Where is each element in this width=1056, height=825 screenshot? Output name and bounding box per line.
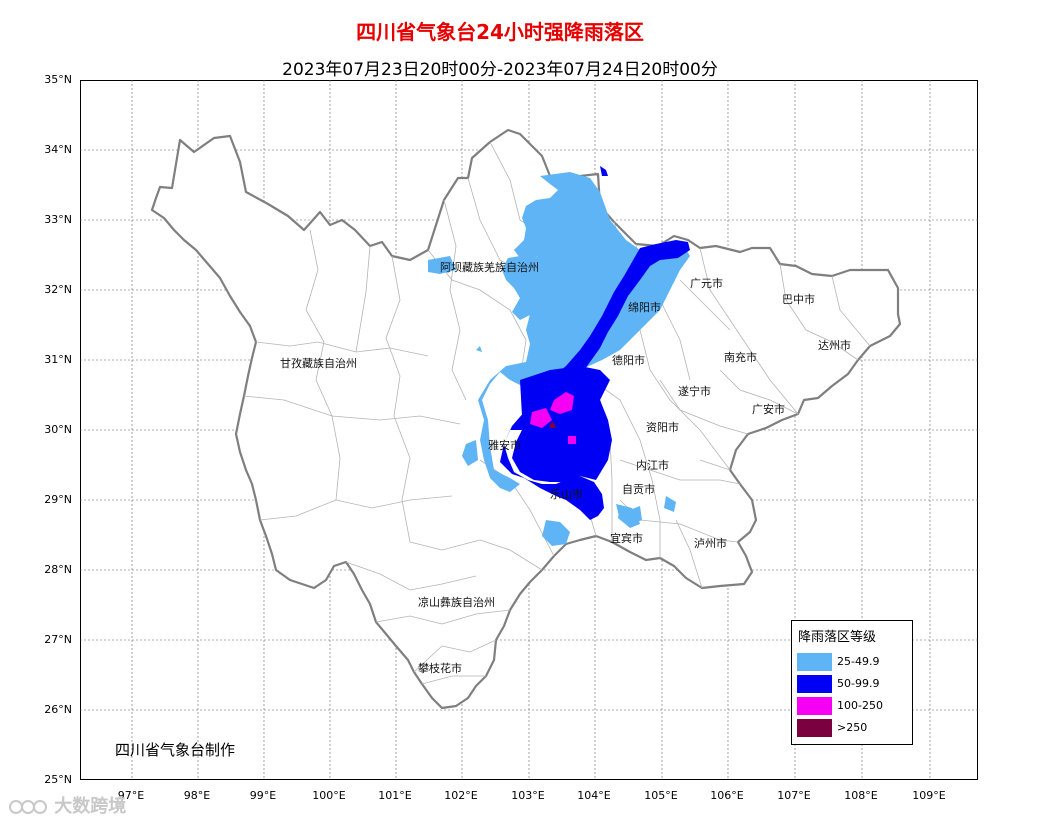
rain-area-over-250	[550, 422, 556, 428]
watermark: 大数跨境	[8, 792, 126, 818]
lat-label-26n: 26°N	[44, 703, 72, 716]
watermark-logo-icon	[9, 800, 47, 814]
lat-label-34n: 34°N	[44, 143, 72, 156]
lat-label-28n: 28°N	[44, 563, 72, 576]
label-suining: 遂宁市	[678, 384, 711, 398]
lat-label-25n: 25°N	[44, 773, 72, 786]
legend-item-50: 50-99.9	[797, 675, 909, 693]
label-luzhou: 泸州市	[694, 536, 727, 550]
lon-label-100e: 100°E	[312, 789, 346, 802]
legend-item-25: 25-49.9	[797, 653, 909, 671]
legend-title: 降雨落区等级	[798, 630, 877, 645]
rain-area-25-49-9	[428, 172, 690, 546]
producer-credit: 四川省气象台制作	[115, 741, 236, 759]
lon-label-99e: 99°E	[249, 789, 277, 802]
rainfall-legend: 降雨落区等级 25-49.9 50-99.9 100-250 >250	[791, 620, 913, 745]
legend-label: 25-49.9	[837, 655, 880, 668]
label-liangshan: 凉山彝族自治州	[418, 595, 495, 609]
label-ganzi: 甘孜藏族自治州	[280, 356, 357, 370]
lat-label-31n: 31°N	[44, 353, 72, 366]
lon-label-109e: 109°E	[912, 789, 946, 802]
map-subtitle: 2023年07月23日20时00分-2023年07月24日20时00分	[282, 60, 718, 80]
legend-label: 50-99.9	[837, 677, 880, 690]
lat-label-29n: 29°N	[44, 493, 72, 506]
lon-label-97e: 97°E	[117, 789, 145, 802]
label-ziyang: 资阳市	[646, 420, 679, 434]
lon-label-106e: 106°E	[710, 789, 744, 802]
label-nanchong: 南充市	[724, 350, 757, 364]
label-zigong: 自贡市	[622, 482, 655, 496]
legend-swatch-blue	[797, 675, 832, 693]
lon-label-105e: 105°E	[644, 789, 678, 802]
lon-label-103e: 103°E	[511, 789, 545, 802]
label-yaan: 雅安市	[488, 438, 521, 452]
label-neijiang: 内江市	[636, 458, 669, 472]
lon-label-102e: 102°E	[444, 789, 478, 802]
legend-label: >250	[837, 721, 868, 734]
label-dazhou: 达州市	[818, 338, 851, 352]
map-plot-area: 阿坝藏族羌族自治州 甘孜藏族自治州 凉山彝族自治州 攀枝花市 广元市 巴中市 绵…	[80, 80, 978, 780]
label-mianyang: 绵阳市	[628, 300, 661, 314]
label-panzhihua: 攀枝花市	[418, 661, 462, 675]
map-canvas: 阿坝藏族羌族自治州 甘孜藏族自治州 凉山彝族自治州 攀枝花市 广元市 巴中市 绵…	[80, 80, 978, 780]
label-yibin: 宜宾市	[610, 531, 643, 545]
lat-label-35n: 35°N	[44, 73, 72, 86]
legend-item-250: >250	[797, 719, 909, 737]
lat-label-32n: 32°N	[44, 283, 72, 296]
legend-item-100: 100-250	[797, 697, 909, 715]
lat-label-30n: 30°N	[44, 423, 72, 436]
rain-area-50-99-9	[500, 166, 690, 520]
label-bazhong: 巴中市	[782, 292, 815, 306]
lon-label-98e: 98°E	[183, 789, 211, 802]
lon-label-107e: 107°E	[777, 789, 811, 802]
label-guangyuan: 广元市	[690, 276, 723, 290]
label-guangan: 广安市	[752, 402, 785, 416]
lat-label-27n: 27°N	[44, 633, 72, 646]
lat-label-33n: 33°N	[44, 213, 72, 226]
legend-swatch-light-blue	[797, 653, 832, 671]
lon-label-108e: 108°E	[844, 789, 878, 802]
lon-label-101e: 101°E	[378, 789, 412, 802]
legend-swatch-dark-red	[797, 719, 832, 737]
region-labels: 阿坝藏族羌族自治州 甘孜藏族自治州 凉山彝族自治州 攀枝花市 广元市 巴中市 绵…	[280, 260, 851, 675]
label-deyang: 德阳市	[612, 353, 645, 367]
legend-swatch-magenta	[797, 697, 832, 715]
legend-label: 100-250	[837, 699, 883, 712]
label-aba: 阿坝藏族羌族自治州	[440, 260, 539, 274]
map-title: 四川省气象台24小时强降雨落区	[356, 20, 644, 44]
watermark-text: 大数跨境	[54, 796, 127, 817]
rain-area-100-250	[530, 392, 576, 444]
lon-label-104e: 104°E	[577, 789, 611, 802]
label-leshan: 乐山市	[550, 487, 583, 501]
